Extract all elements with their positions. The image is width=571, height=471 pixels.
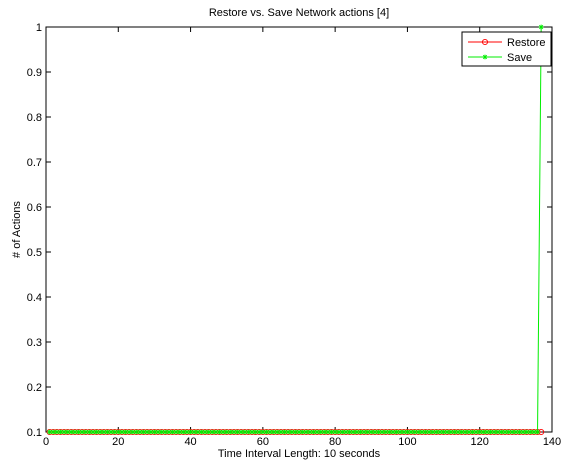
data-point bbox=[162, 429, 168, 435]
data-point bbox=[94, 429, 99, 435]
data-point bbox=[238, 429, 244, 435]
legend-label: Restore bbox=[507, 37, 546, 49]
chart-title: Restore vs. Save Network actions [4] bbox=[209, 7, 389, 19]
data-point bbox=[386, 429, 392, 435]
data-point bbox=[358, 429, 363, 435]
data-point bbox=[54, 429, 60, 435]
data-point bbox=[76, 429, 81, 435]
y-tick-label: 0.3 bbox=[27, 337, 42, 349]
data-point bbox=[509, 429, 515, 435]
legend: Restore Save bbox=[461, 31, 552, 67]
data-point bbox=[47, 429, 53, 435]
data-point bbox=[130, 429, 136, 435]
y-tick-label: 0.2 bbox=[27, 382, 42, 394]
data-point bbox=[538, 24, 544, 30]
y-tick-label: 0.8 bbox=[27, 112, 42, 124]
plot-area: 0 20 40 60 80 100 120 140 0.1 0.2 0.3 0.4 0.5 0.6 0.7 0… bbox=[27, 22, 561, 448]
data-point bbox=[206, 429, 212, 435]
data-point bbox=[209, 429, 215, 435]
legend-box bbox=[461, 31, 552, 67]
data-point bbox=[437, 429, 443, 435]
data-point bbox=[520, 429, 526, 435]
data-point bbox=[535, 429, 540, 435]
x-tick-label: 120 bbox=[471, 436, 489, 448]
data-point bbox=[61, 429, 67, 435]
data-point bbox=[242, 429, 248, 435]
x-tick-label: 140 bbox=[543, 436, 561, 448]
data-point bbox=[159, 429, 165, 435]
y-tick-label: 0.4 bbox=[27, 292, 42, 304]
legend-entry-restore: Restore bbox=[468, 37, 546, 49]
data-point bbox=[68, 429, 74, 435]
data-point bbox=[285, 429, 291, 435]
x-tick-label: 80 bbox=[329, 436, 341, 448]
x-tick-label: 60 bbox=[257, 436, 269, 448]
legend-label: Save bbox=[507, 52, 532, 64]
data-point bbox=[423, 429, 428, 435]
data-point bbox=[199, 429, 204, 435]
data-point bbox=[235, 429, 240, 435]
y-tick-label: 0.6 bbox=[27, 202, 42, 214]
x-tick-label: 20 bbox=[112, 436, 124, 448]
data-point bbox=[491, 429, 497, 435]
data-point bbox=[271, 429, 277, 435]
data-point bbox=[256, 429, 262, 435]
data-point bbox=[390, 429, 396, 435]
data-point bbox=[394, 429, 399, 435]
data-point bbox=[224, 429, 230, 435]
data-point bbox=[101, 429, 107, 435]
y-tick-label: 0.9 bbox=[27, 67, 42, 79]
data-point bbox=[484, 429, 490, 435]
data-point bbox=[401, 429, 407, 435]
data-point bbox=[412, 429, 418, 435]
data-point bbox=[217, 429, 222, 435]
data-point bbox=[72, 429, 78, 435]
y-tick-label: 0.1 bbox=[27, 427, 42, 439]
series-layer bbox=[46, 24, 545, 436]
data-point bbox=[246, 429, 251, 435]
data-point bbox=[307, 429, 313, 435]
data-point bbox=[441, 429, 446, 435]
legend-marker bbox=[482, 54, 488, 60]
data-point bbox=[325, 429, 331, 435]
data-point bbox=[253, 429, 259, 435]
y-tick-label: 0.5 bbox=[27, 247, 42, 259]
x-tick-label: 40 bbox=[184, 436, 196, 448]
data-point bbox=[148, 429, 154, 435]
y-axis-title: # of Actions bbox=[11, 201, 23, 258]
data-point bbox=[180, 429, 186, 435]
y-tick-label: 1 bbox=[36, 22, 42, 34]
data-point bbox=[499, 429, 504, 435]
data-point bbox=[517, 429, 522, 435]
y-tick-label: 0.7 bbox=[27, 157, 42, 169]
data-point bbox=[137, 429, 143, 435]
legend-entry-save: Save bbox=[468, 52, 532, 64]
data-point bbox=[502, 429, 508, 435]
data-point bbox=[231, 429, 237, 435]
data-point bbox=[115, 429, 121, 435]
legend-marker bbox=[481, 38, 489, 46]
x-tick-label: 100 bbox=[398, 436, 416, 448]
x-axis-title: Time Interval Length: 10 seconds bbox=[218, 448, 381, 460]
x-tick-label: 0 bbox=[43, 436, 49, 448]
data-point bbox=[289, 429, 295, 435]
data-point bbox=[274, 429, 280, 435]
axis-ticks: 0 20 40 60 80 100 120 140 0.1 0.2 0.3 0.4 0.5 0.6 0.7 0… bbox=[27, 22, 561, 448]
data-point bbox=[173, 429, 179, 435]
series-save bbox=[47, 24, 544, 435]
